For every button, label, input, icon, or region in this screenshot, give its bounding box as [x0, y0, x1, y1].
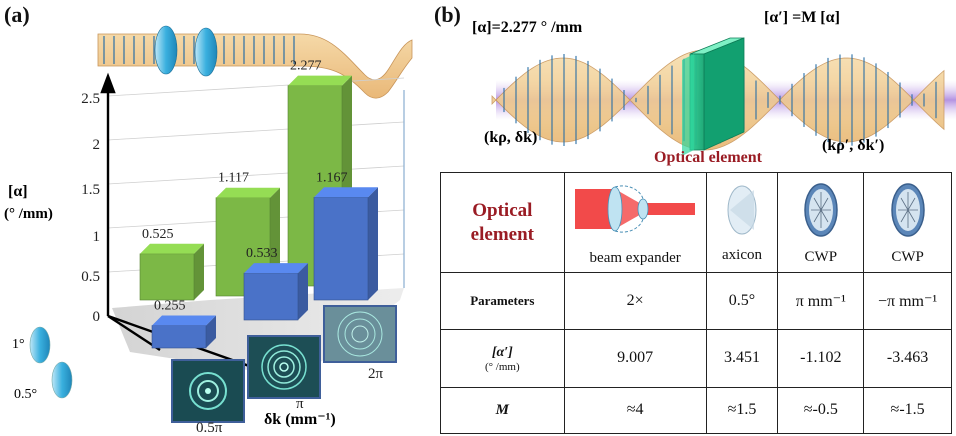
wave-ribbon-illustration [97, 25, 413, 99]
optical-element-header: Optical element [440, 171, 565, 274]
axicon-cell: axicon [705, 171, 779, 274]
bar-value-label: 1.117 [218, 171, 249, 186]
axicon-icon [51, 361, 73, 399]
grid-line [107, 165, 405, 185]
table-cell: ≈4 [563, 386, 707, 435]
grid-line [107, 121, 405, 141]
table-row: [α′] (° /mm) 9.007 3.451 -1.102 -3.463 [440, 328, 952, 388]
depth-tick-label: 1° [12, 337, 25, 352]
axicon-icon [727, 185, 757, 235]
x-axis-label: δk (mm⁻¹) [264, 411, 336, 428]
x-tick-label: π [296, 396, 304, 412]
table-cell: 3.451 [705, 328, 779, 388]
column-label: CWP [891, 248, 924, 265]
y-tick-label: 2.5 [81, 91, 100, 107]
y-axis-label: [α] [8, 183, 28, 200]
table-cell: 2× [563, 272, 707, 330]
bar-blue [313, 187, 378, 301]
table-header-row: Optical element beam expander axicon [440, 171, 952, 274]
bar-value-label: 2.277 [290, 59, 322, 74]
table-cell: ≈-1.5 [863, 386, 952, 435]
cwp-sample-thumbnails [171, 305, 397, 423]
table-row: Parameters 2× 0.5° π mm⁻¹ −π mm⁻¹ [440, 272, 952, 330]
bar-value-label: 1.167 [316, 170, 348, 185]
cwp-cell: CWP [863, 171, 952, 274]
panel-a-label: (a) [4, 2, 30, 27]
cwp-plate-icon [890, 182, 925, 237]
row-label: [α′] (° /mm) [440, 328, 565, 388]
row-label: Parameters [440, 272, 565, 330]
bar-green [139, 243, 204, 301]
y-tick-label: 1 [93, 229, 101, 245]
cwp-plate-icon [804, 182, 838, 237]
table-cell: 0.5° [705, 272, 779, 330]
bar-value-label: 0.533 [246, 246, 278, 261]
beam-expander-cell: beam expander [563, 171, 707, 274]
table-cell: −π mm⁻¹ [863, 272, 952, 330]
cwp-cell: CWP [777, 171, 865, 274]
table-cell: -3.463 [863, 328, 952, 388]
bar-blue [151, 315, 216, 349]
y-tick-label: 0.5 [81, 269, 100, 285]
table-cell: π mm⁻¹ [777, 272, 865, 330]
optical-element-illustration: [α]=2.277 ° /mm [α′] =M [α] (kρ, δk) (kρ… [472, 9, 956, 166]
k-left-label: (kρ, δk) [484, 129, 537, 146]
grid-line [107, 77, 405, 97]
y-tick-label: 1.5 [81, 182, 100, 198]
column-label: axicon [722, 246, 762, 263]
x-tick-label: 2π [368, 366, 384, 382]
parameter-table: Optical element beam expander axicon [440, 171, 952, 435]
lens-icon [154, 25, 178, 75]
axicon-icon [29, 326, 51, 364]
column-label: beam expander [589, 249, 681, 266]
lens-icon [194, 27, 218, 77]
cwp-sample-image [323, 305, 397, 363]
table-cell: 9.007 [563, 328, 707, 388]
table-cell: ≈-0.5 [777, 386, 865, 435]
bar-value-label: 0.525 [142, 227, 174, 242]
depth-tick-label: 0.5° [14, 387, 37, 402]
alpha-label: [α]=2.277 ° /mm [472, 19, 583, 36]
table-cell: -1.102 [777, 328, 865, 388]
cwp-sample-image [247, 335, 321, 399]
beam-expander-icon [575, 185, 696, 233]
bar-green [215, 187, 280, 297]
table-cell: ≈1.5 [705, 386, 779, 435]
alpha-prime-label: [α′] =M [α] [764, 9, 840, 26]
bar-chart-3d: 0.525 1.117 2.277 0.255 0.533 1.167 0 0.5 1 1… [4, 25, 413, 436]
bar-value-label: 0.255 [154, 299, 186, 314]
k-right-label: (kρ′, δk′) [822, 137, 884, 154]
y-tick-label: 0 [93, 309, 101, 325]
row-label: M [440, 386, 565, 435]
panel-a: (a) [0, 0, 430, 436]
panel-b: (b) [α]=2.277 ° /mm [432, 0, 956, 436]
table-row: M ≈4 ≈1.5 ≈-0.5 ≈-1.5 [440, 386, 952, 435]
panel-b-label: (b) [434, 2, 461, 27]
y-axis-unit: (° /mm) [4, 206, 53, 222]
x-tick-label: 0.5π [196, 420, 223, 436]
bar-blue [243, 263, 308, 321]
optical-element-caption: Optical element [654, 149, 763, 166]
column-label: CWP [804, 248, 838, 265]
optical-element-cube [682, 37, 745, 156]
y-tick-label: 2 [93, 137, 101, 153]
